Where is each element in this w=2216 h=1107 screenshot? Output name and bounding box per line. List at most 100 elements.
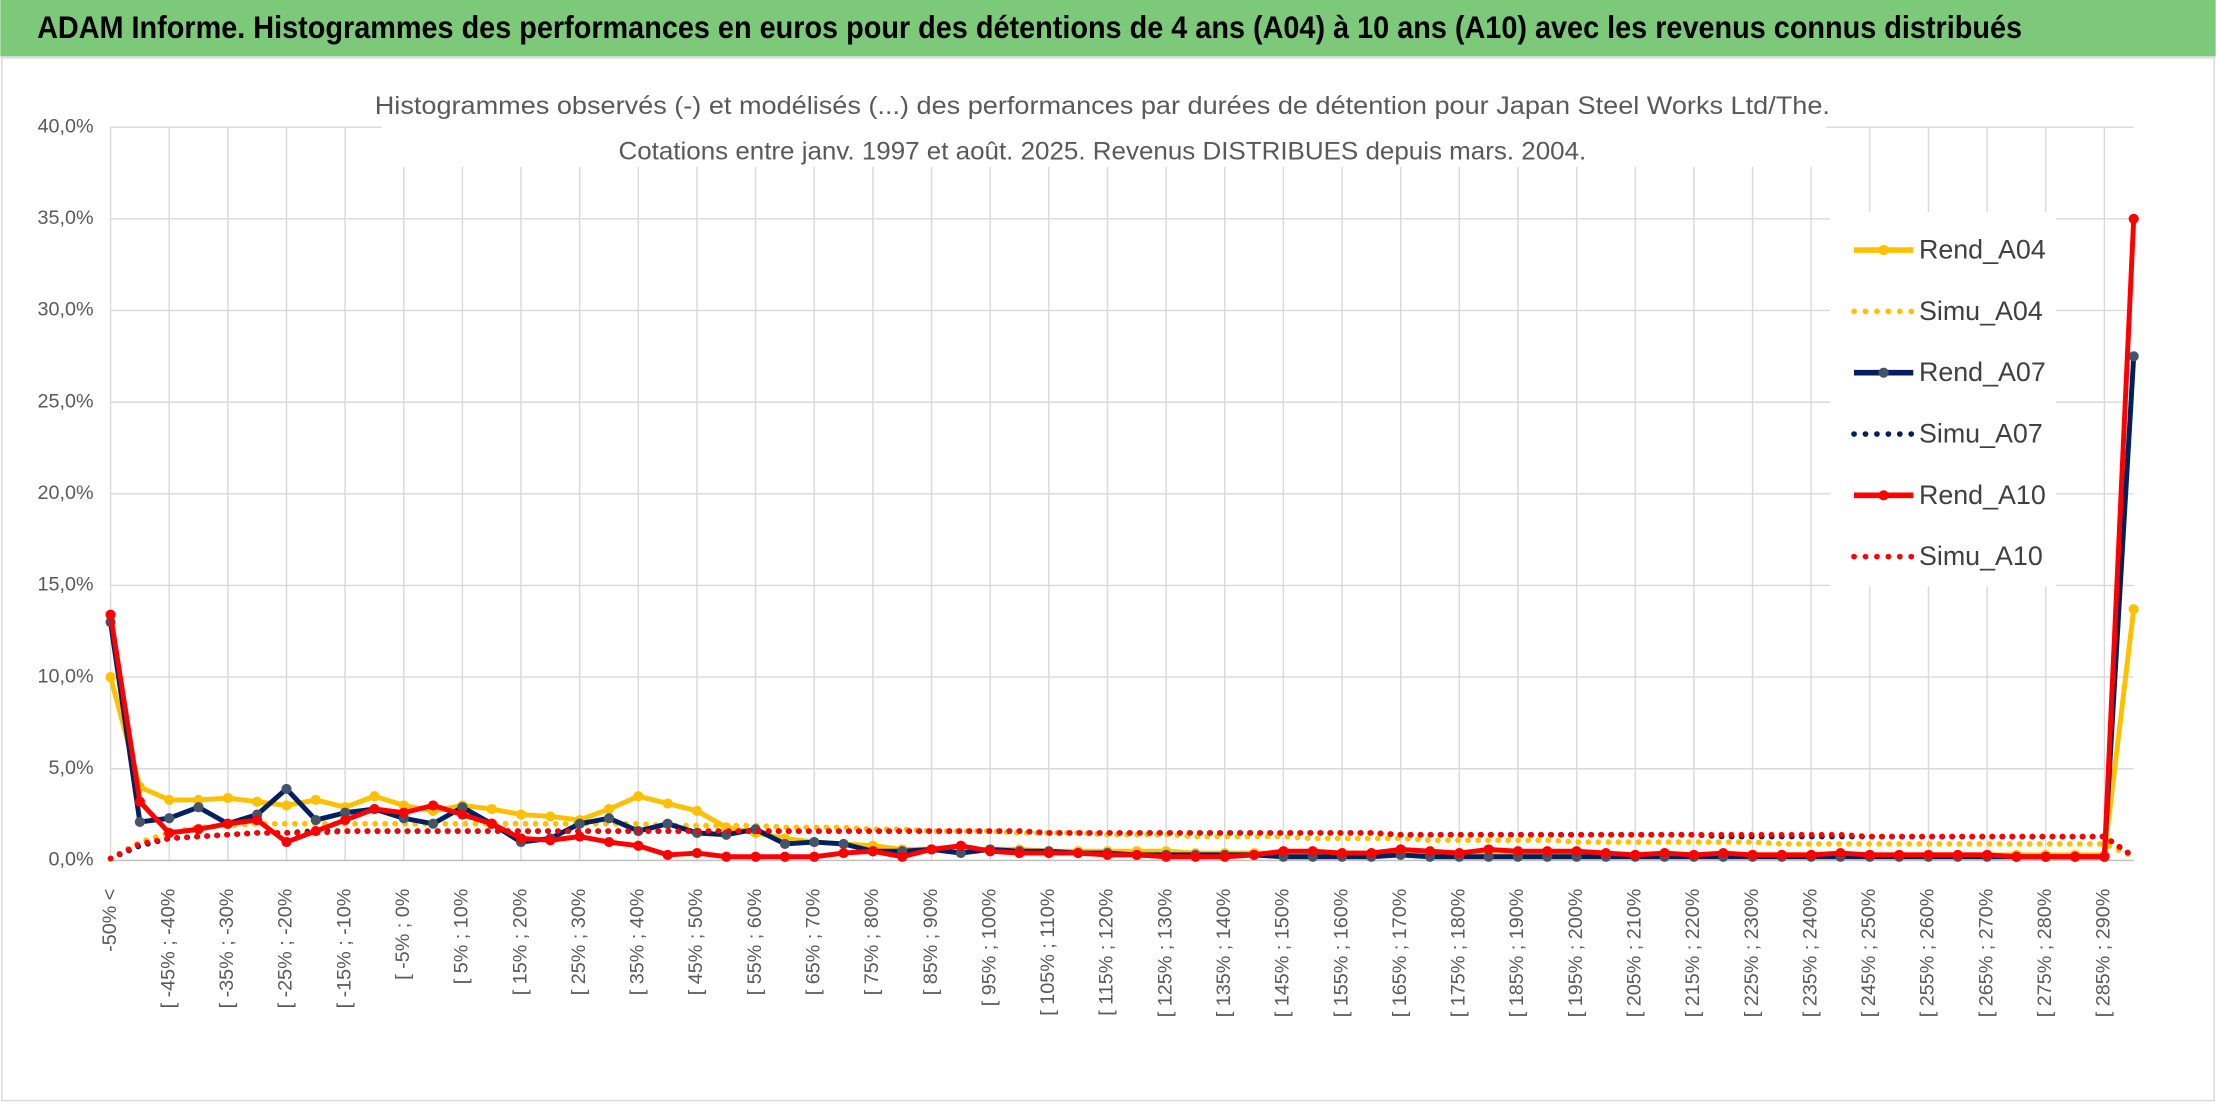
point (1894, 849, 1905, 860)
point (1219, 851, 1230, 862)
point (164, 794, 175, 806)
point (2128, 604, 2139, 615)
chart-subtitle: Cotations entre janv. 1997 et août. 2025… (618, 137, 1586, 165)
point (1688, 849, 1699, 860)
x-tick-label: [ 205% ; 210% (1623, 889, 1645, 1018)
x-tick-label: [ 15% ; 20% (509, 889, 531, 996)
point (1454, 847, 1465, 859)
point (574, 831, 585, 842)
legend-label: Rend_A07 (1919, 357, 2046, 387)
point (2011, 851, 2022, 862)
x-tick-label: [ 285% ; 290% (2093, 889, 2115, 1018)
x-tick-label: [ 55% ; 60% (744, 889, 766, 996)
point (838, 847, 849, 859)
dotted-line (107, 828, 2137, 862)
x-tick-label: [ 5% ; 10% (451, 889, 473, 985)
point (1542, 846, 1553, 857)
header-title: ADAM Informe. Histogrammes des performan… (37, 10, 2022, 45)
x-tick-label: [ 35% ; 40% (627, 889, 649, 996)
point (985, 846, 996, 857)
point (897, 851, 908, 862)
point (105, 609, 116, 620)
point (838, 838, 849, 849)
chart-title: Histogrammes observés (-) et modélisés (… (375, 92, 1830, 120)
x-tick-label: [ -25% ; -20% (275, 889, 297, 1009)
point (164, 813, 175, 824)
y-tick-label: 30,0% (38, 299, 94, 321)
title-bg (381, 87, 1826, 167)
point (809, 836, 820, 848)
point (515, 809, 527, 820)
x-tick-label: [ 115% ; 120% (1096, 889, 1118, 1016)
x-tick-label: [ 235% ; 240% (1799, 889, 1821, 1018)
x-tick-label: [ 155% ; 160% (1330, 889, 1352, 1018)
point (1776, 849, 1787, 860)
point (134, 796, 145, 807)
point (281, 783, 292, 795)
y-tick-label: 0,0% (49, 849, 94, 871)
point (1806, 849, 1817, 860)
point (1718, 847, 1729, 859)
point (633, 840, 644, 851)
x-tick-label: [ 265% ; 270% (1975, 889, 1997, 1018)
legend-label: Simu_A07 (1919, 419, 2043, 449)
point (105, 672, 116, 683)
point (955, 847, 966, 859)
legend-label: Simu_A10 (1919, 541, 2043, 571)
point (662, 849, 673, 860)
point (691, 847, 703, 859)
point (164, 827, 175, 838)
x-tick-label: [ 75% ; 80% (861, 889, 883, 996)
point (2128, 351, 2139, 362)
point (222, 792, 233, 804)
point (2069, 851, 2081, 862)
point (281, 800, 292, 811)
point (340, 814, 351, 826)
point (252, 796, 263, 807)
point (1424, 846, 1436, 857)
y-tick-label: 5,0% (49, 757, 94, 779)
x-tick-label: [ 135% ; 140% (1213, 889, 1235, 1018)
point (1864, 849, 1875, 860)
point (134, 816, 145, 827)
point (2128, 213, 2139, 224)
x-tick-label: [ 175% ; 180% (1448, 889, 1470, 1018)
point (2099, 851, 2110, 862)
point (1747, 849, 1758, 860)
point (1600, 847, 1612, 859)
x-tick-label: [ -35% ; -30% (216, 889, 238, 1009)
x-tick-label: [ 125% ; 130% (1154, 889, 1176, 1018)
point (1395, 844, 1406, 855)
legend-marker (1878, 490, 1889, 501)
point (252, 814, 263, 826)
x-tick-label: [ 255% ; 260% (1917, 889, 1939, 1018)
point (545, 811, 556, 822)
legend-label: Rend_A04 (1919, 235, 2046, 265)
x-tick-label: [ 275% ; 280% (2034, 889, 2056, 1018)
x-tick-label: [ 185% ; 190% (1506, 889, 1528, 1018)
point (574, 818, 585, 829)
line (108, 218, 2137, 860)
y-tick-label: 15,0% (38, 574, 94, 596)
point (1043, 847, 1054, 859)
x-tick-label: [ -45% ; -40% (157, 889, 179, 1009)
x-tick-label: [ 225% ; 230% (1741, 889, 1763, 1018)
point (1073, 847, 1084, 859)
point (193, 802, 204, 813)
point (603, 813, 615, 824)
x-tick-label: [ 165% ; 170% (1389, 889, 1411, 1018)
point (721, 851, 732, 862)
x-tick-label: [ -5% ; 0% (392, 889, 414, 980)
point (369, 803, 380, 815)
x-tick-label: [ 95% ; 100% (978, 889, 1000, 1007)
point (281, 836, 292, 848)
x-tick-label: [ 145% ; 150% (1272, 889, 1294, 1018)
x-tick-label: [ 85% ; 90% (920, 889, 942, 996)
point (779, 851, 791, 862)
point (486, 818, 497, 829)
point (457, 802, 468, 813)
point (809, 851, 820, 862)
dotted-line (107, 820, 2137, 862)
point (1982, 849, 1993, 860)
